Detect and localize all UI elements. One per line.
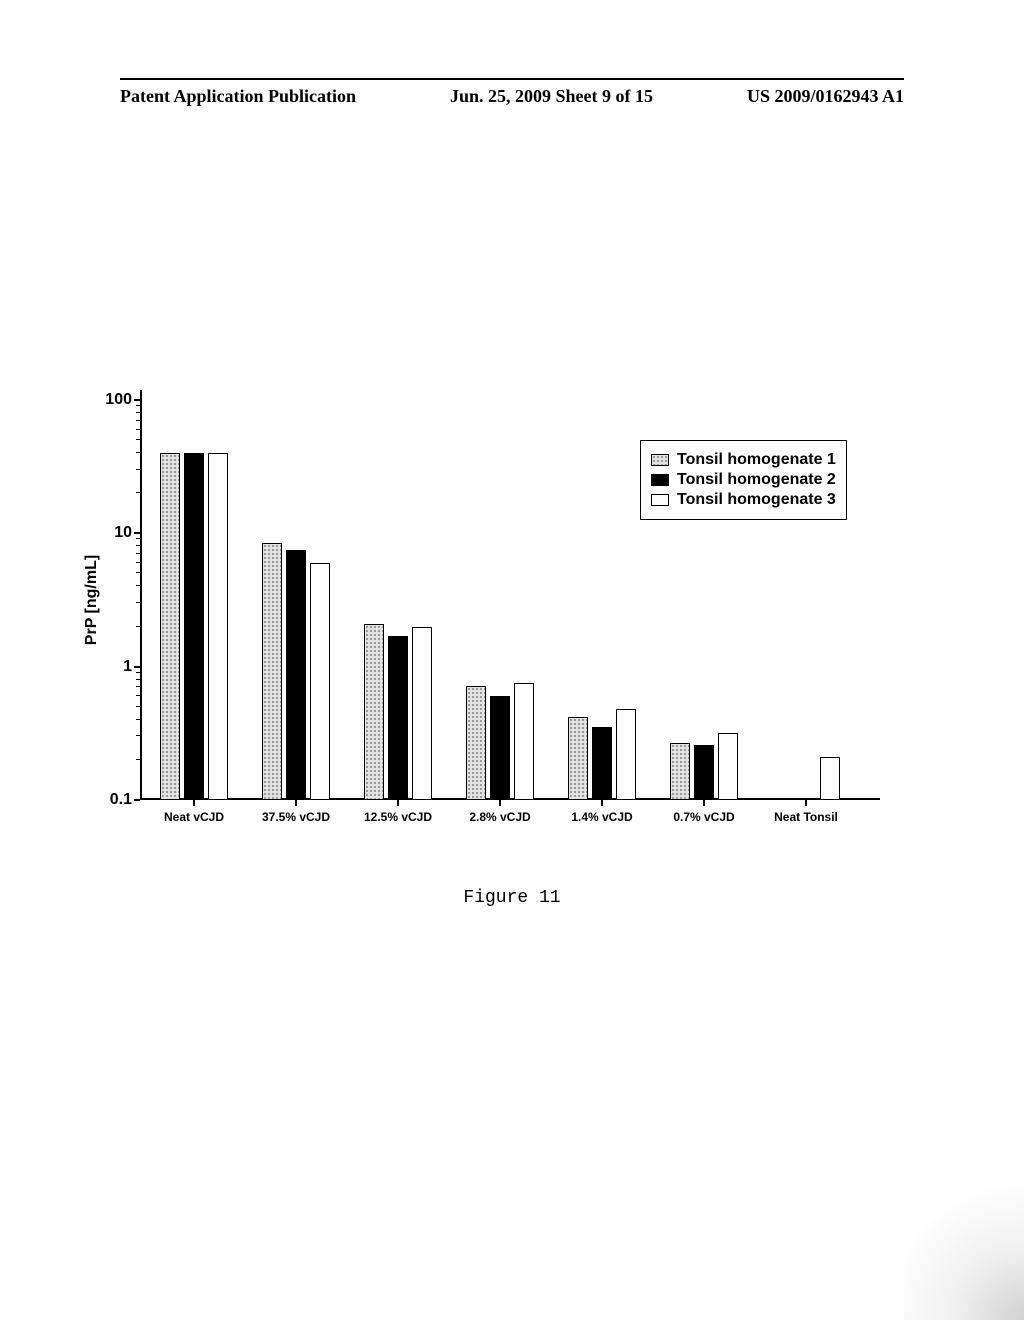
bar [388,636,408,800]
y-minor-tick [136,686,140,687]
y-minor-tick [136,562,140,563]
bar [364,624,384,800]
bar [820,757,840,800]
y-axis-line [140,390,142,800]
bar [208,453,228,800]
y-minor-tick [136,706,140,707]
plot-area: 0.1110100Neat vCJD37.5% vCJD12.5% vCJD2.… [140,400,880,800]
chart-legend: Tonsil homogenate 1 Tonsil homogenate 2 To… [640,440,847,520]
bar [490,696,510,800]
x-tick [295,800,297,806]
x-tick [397,800,399,806]
bar [568,717,588,800]
y-minor-tick [136,439,140,440]
category-label: Neat vCJD [164,810,224,824]
y-minor-tick [136,420,140,421]
category-label: 1.4% vCJD [571,810,632,824]
y-minor-tick [136,719,140,720]
x-tick [193,800,195,806]
y-minor-tick [136,695,140,696]
y-minor-tick [136,602,140,603]
y-minor-tick [136,452,140,453]
y-minor-tick [136,572,140,573]
y-tick-label: 10 [114,524,132,542]
page-header: Patent Application Publication Jun. 25, … [120,78,904,107]
header-center: Jun. 25, 2009 Sheet 9 of 15 [450,86,653,107]
y-minor-tick [136,759,140,760]
page-shadow [904,1160,1024,1320]
y-minor-tick [136,626,140,627]
y-minor-tick [136,672,140,673]
legend-item: Tonsil homogenate 1 [651,451,836,469]
y-tick [134,532,140,534]
bar [160,453,180,800]
y-tick [134,666,140,668]
y-minor-tick [136,412,140,413]
legend-swatch [651,454,669,466]
x-tick [805,800,807,806]
legend-item: Tonsil homogenate 2 [651,471,836,489]
category-label: 2.8% vCJD [469,810,530,824]
y-axis-title: PrP [ng/mL] [83,555,101,645]
legend-label: Tonsil homogenate 2 [677,471,836,489]
y-tick [134,799,140,801]
category-label: 37.5% vCJD [262,810,330,824]
header-right: US 2009/0162943 A1 [747,86,904,107]
bar [718,733,738,800]
bar [616,709,636,800]
category-label: Neat Tonsil [774,810,838,824]
bar [412,627,432,800]
header-left: Patent Application Publication [120,86,356,107]
category-label: 12.5% vCJD [364,810,432,824]
y-minor-tick [136,429,140,430]
legend-item: Tonsil homogenate 3 [651,491,836,509]
legend-swatch [651,474,669,486]
bar [592,727,612,800]
y-minor-tick [136,469,140,470]
legend-label: Tonsil homogenate 3 [677,491,836,509]
y-minor-tick [136,553,140,554]
bar [514,683,534,800]
x-axis-line [140,798,880,800]
bar [310,563,330,800]
y-minor-tick [136,538,140,539]
x-tick [703,800,705,806]
bar [184,453,204,800]
bar [670,743,690,801]
y-tick-label: 1 [123,658,132,676]
bar [694,745,714,800]
x-tick [499,800,501,806]
y-tick-label: 0.1 [110,791,132,809]
x-tick [601,800,603,806]
figure-caption: Figure 11 [0,888,1024,908]
bar [286,550,306,800]
legend-swatch [651,494,669,506]
y-minor-tick [136,405,140,406]
y-minor-tick [136,735,140,736]
prp-bar-chart: PrP [ng/mL] 0.1110100Neat vCJD37.5% vCJD… [140,400,880,800]
y-minor-tick [136,585,140,586]
y-minor-tick [136,545,140,546]
y-minor-tick [136,492,140,493]
legend-label: Tonsil homogenate 1 [677,451,836,469]
y-tick [134,399,140,401]
bar [262,543,282,800]
category-label: 0.7% vCJD [673,810,734,824]
y-tick-label: 100 [105,391,132,409]
y-minor-tick [136,679,140,680]
bar [466,686,486,800]
